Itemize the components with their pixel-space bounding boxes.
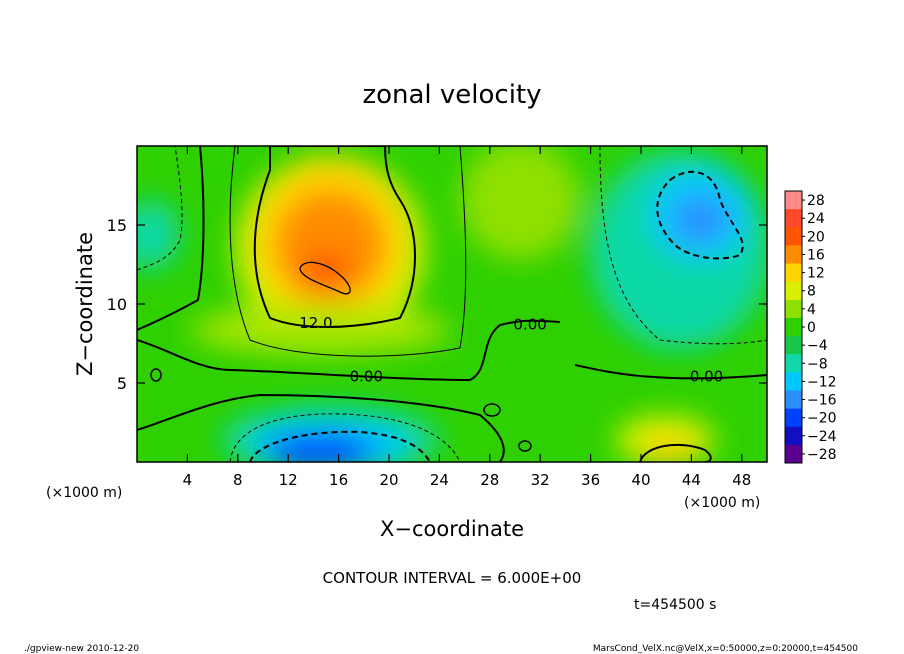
contour-zero-left: [137, 146, 205, 331]
contour-label: 0.00: [690, 368, 723, 386]
contour-lines: [137, 146, 767, 462]
colorbar-label: 16: [807, 247, 825, 263]
x-axis-label: X−coordinate: [380, 517, 524, 541]
colorbar-label: −12: [807, 374, 837, 390]
colorbar-label: 28: [807, 193, 825, 209]
colorbar-swatch: [785, 408, 802, 428]
colorbar-swatch: [785, 317, 802, 337]
colorbar-swatch: [785, 426, 802, 446]
contour-loop-3: [518, 440, 532, 452]
colorbar-label: −16: [807, 393, 837, 409]
colorbar-swatch: [785, 354, 802, 373]
time-label: t=454500 s: [634, 597, 716, 613]
x-tick-label: 44: [682, 471, 701, 489]
contour-18: [299, 261, 351, 295]
x-tick-label: 32: [531, 471, 550, 489]
contour-12: [253, 146, 416, 328]
colorbar-swatch: [785, 390, 802, 410]
colorbar-swatch: [785, 336, 802, 355]
colorbar-label: 20: [807, 229, 825, 245]
contour-loop-2: [483, 403, 501, 417]
x-axis-ticks: 4 8 12 16 20 24 28 32 36 40 44 48: [183, 146, 751, 489]
colorbar-label: −24: [807, 429, 837, 445]
contour-6: [229, 146, 467, 357]
x-tick-label: 48: [732, 471, 751, 489]
colorbar-swatch: [785, 263, 802, 283]
contour-label: 0.00: [513, 316, 546, 334]
contour-neg-thin-left: [137, 146, 183, 271]
contour-label: 12.0: [299, 314, 332, 332]
x-tick-label: 12: [279, 471, 298, 489]
footer-right: MarsCond_VelX.nc@VelX,x=0:50000,z=0:2000…: [593, 644, 858, 654]
colorbar-swatch: [785, 191, 802, 210]
x-tick-label: 24: [430, 471, 449, 489]
footer-left: ./gpview-new 2010-12-20: [24, 644, 139, 654]
contour-zero-right: [574, 364, 767, 380]
contour-zero-bottom: [137, 393, 505, 462]
contour-loop-1: [150, 368, 162, 382]
colorbar-label: 8: [807, 284, 816, 300]
heatmap-field: [137, 146, 767, 462]
colorbar-label: −20: [807, 411, 837, 427]
colorbar-swatch: [785, 281, 802, 301]
x-tick-label: 36: [581, 471, 600, 489]
colorbar-swatch: [785, 372, 802, 391]
colorbar-label: −28: [807, 447, 837, 463]
x-tick-label: 8: [233, 471, 243, 489]
contour-warm-br: [639, 443, 712, 462]
x-tick-label: 4: [183, 471, 193, 489]
y-axis-ticks: 5 10 15: [107, 216, 767, 393]
colorbar-label: 4: [807, 302, 816, 318]
x-tick-label: 28: [480, 471, 499, 489]
contour-neg-thin-right: [599, 146, 767, 345]
x-tick-label: 40: [631, 471, 650, 489]
x-unit-left: (×1000 m): [46, 485, 122, 501]
contour-neg-thin-bottom: [229, 413, 461, 462]
x-tick-label: 16: [329, 471, 348, 489]
colorbar-label: 12: [807, 266, 825, 282]
y-axis-label: Z−coordinate: [73, 232, 97, 376]
colorbar-swatch: [785, 245, 802, 265]
x-tick-label: 20: [379, 471, 398, 489]
colorbar-label: −8: [807, 356, 828, 372]
contour-neg-right: [656, 170, 744, 260]
contour-label: 0.00: [350, 368, 383, 386]
colorbar-swatch: [785, 444, 802, 464]
y-tick-label: 5: [117, 374, 127, 393]
y-tick-label: 15: [107, 216, 127, 235]
y-tick-label: 10: [107, 295, 127, 314]
colorbar-label: −4: [807, 338, 828, 354]
colorbar-swatch: [785, 227, 802, 246]
colorbar-swatch: [785, 299, 802, 319]
colorbar-swatch: [785, 209, 802, 228]
colorbar: 28 24 20 16 12 8 4 0 −4 −8 −12 −16 −20 −24 −28: [784, 190, 837, 464]
x-unit-right: (×1000 m): [684, 495, 760, 511]
chart-title: zonal velocity: [362, 80, 541, 110]
colorbar-label: 0: [807, 320, 816, 336]
contour-zero-middle: [137, 319, 561, 382]
colorbar-label: 24: [807, 211, 825, 227]
contour-labels: 12.0 0.00 0.00 0.00: [299, 314, 723, 386]
contour-interval-text: CONTOUR INTERVAL = 6.000E+00: [323, 569, 582, 587]
